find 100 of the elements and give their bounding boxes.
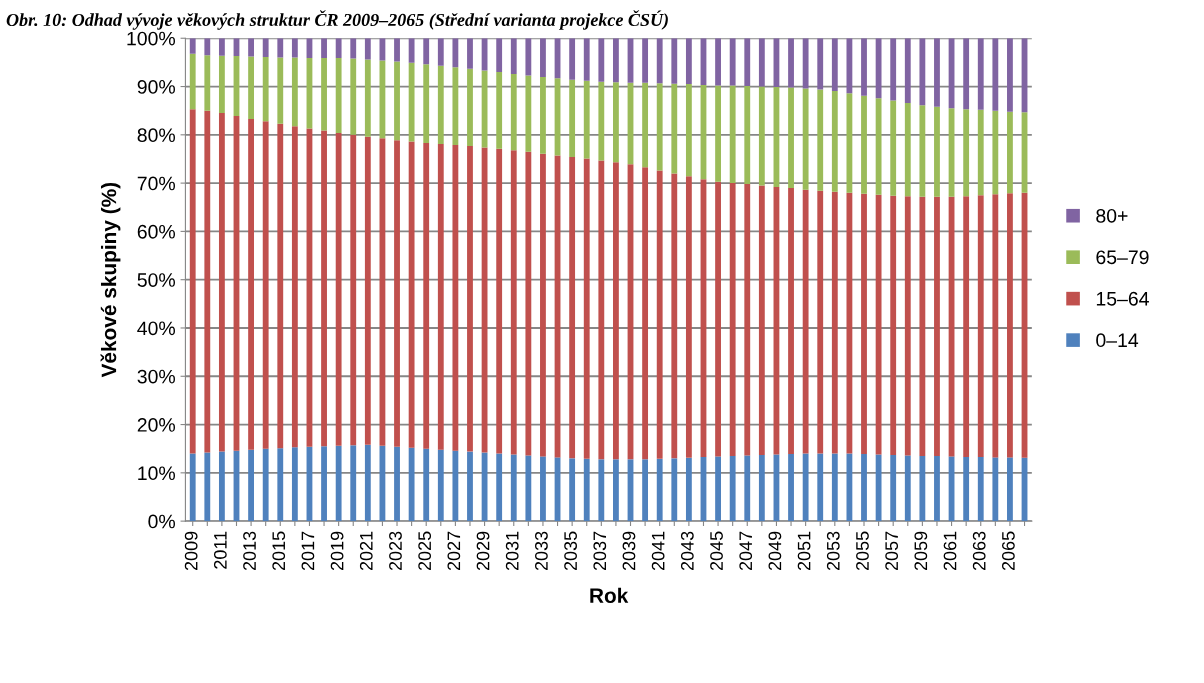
bar bbox=[394, 38, 400, 62]
x-tick-label: 2061 bbox=[943, 531, 957, 571]
x-tick-label: 2027 bbox=[447, 531, 461, 571]
x-tick-label: 2025 bbox=[418, 531, 432, 571]
x-tick-label: 2019 bbox=[330, 531, 344, 571]
bar bbox=[452, 67, 459, 145]
x-tick-label: 2063 bbox=[972, 531, 986, 571]
bar bbox=[277, 123, 284, 449]
bar bbox=[321, 58, 327, 131]
bar bbox=[204, 55, 211, 111]
bar bbox=[569, 157, 576, 459]
bar bbox=[583, 158, 590, 459]
bar bbox=[875, 194, 882, 455]
bar bbox=[350, 134, 357, 446]
bar bbox=[437, 38, 444, 66]
bar bbox=[992, 38, 999, 111]
x-tick-label: 2033 bbox=[535, 531, 548, 571]
bar bbox=[277, 57, 284, 124]
bar bbox=[364, 444, 371, 522]
bar bbox=[642, 167, 649, 460]
x-tick-label: 2049 bbox=[768, 531, 782, 571]
y-tick-label: 40% bbox=[137, 321, 175, 336]
bar bbox=[861, 95, 867, 194]
bar bbox=[321, 38, 327, 59]
bar bbox=[583, 38, 590, 81]
bar bbox=[831, 453, 838, 522]
bar bbox=[642, 38, 649, 83]
bar bbox=[510, 454, 517, 522]
bar bbox=[875, 38, 882, 99]
bar bbox=[656, 83, 663, 171]
bar bbox=[408, 141, 415, 448]
bar bbox=[569, 38, 576, 80]
bar bbox=[218, 55, 225, 114]
x-tick-label: 2059 bbox=[914, 531, 928, 571]
bar bbox=[861, 454, 867, 522]
bar bbox=[758, 454, 765, 522]
bar bbox=[977, 195, 984, 457]
bar bbox=[1007, 111, 1013, 194]
bar bbox=[598, 459, 605, 522]
bar bbox=[875, 454, 882, 522]
bar bbox=[802, 38, 809, 89]
legend-label: 80+ bbox=[1096, 208, 1128, 223]
bar bbox=[904, 38, 911, 103]
bar bbox=[204, 110, 211, 453]
y-tick-label: 30% bbox=[137, 369, 175, 384]
bar bbox=[729, 455, 736, 522]
bar bbox=[189, 109, 196, 454]
bar bbox=[758, 185, 765, 455]
bar bbox=[277, 38, 284, 58]
bar bbox=[437, 144, 444, 450]
bar bbox=[598, 38, 605, 82]
bar bbox=[598, 81, 605, 161]
x-tick-label: 2043 bbox=[680, 531, 694, 571]
bar bbox=[335, 132, 342, 446]
bar bbox=[715, 85, 721, 182]
x-tick-label: 2037 bbox=[593, 531, 607, 571]
x-tick-label: 2031 bbox=[505, 531, 519, 571]
bar bbox=[788, 38, 794, 88]
bar bbox=[335, 58, 342, 133]
bar bbox=[671, 458, 678, 522]
bar bbox=[729, 38, 736, 86]
x-tick-label: 2039 bbox=[622, 531, 636, 571]
bar bbox=[861, 193, 867, 455]
bar bbox=[875, 98, 882, 195]
bar bbox=[394, 446, 400, 522]
y-tick-label: 0% bbox=[148, 514, 175, 529]
bar bbox=[218, 38, 225, 56]
bar bbox=[262, 38, 269, 58]
bar bbox=[934, 106, 940, 197]
bar bbox=[846, 453, 853, 522]
bar bbox=[831, 191, 838, 454]
bar bbox=[408, 447, 415, 522]
bar bbox=[583, 80, 590, 159]
bar bbox=[613, 38, 619, 83]
bar bbox=[467, 451, 473, 522]
bar bbox=[467, 68, 473, 146]
bar bbox=[642, 459, 649, 522]
bar bbox=[613, 459, 619, 522]
bar bbox=[248, 449, 254, 522]
x-tick-label: 2041 bbox=[651, 531, 665, 571]
bar bbox=[291, 126, 298, 448]
x-tick-label: 2023 bbox=[389, 531, 402, 571]
y-tick-label: 50% bbox=[137, 273, 175, 287]
bar bbox=[992, 457, 999, 522]
bar bbox=[540, 38, 546, 77]
bar bbox=[525, 455, 532, 522]
bar bbox=[189, 38, 196, 54]
bar bbox=[656, 458, 663, 522]
bar bbox=[540, 456, 546, 522]
bar bbox=[437, 65, 444, 144]
bar bbox=[890, 100, 897, 196]
bar bbox=[788, 454, 794, 522]
bar bbox=[525, 151, 532, 456]
y-tick-label: 60% bbox=[137, 224, 175, 239]
bar bbox=[758, 86, 765, 186]
bar bbox=[423, 448, 430, 522]
bar bbox=[890, 38, 897, 101]
x-tick-label: 2057 bbox=[885, 531, 899, 571]
bar bbox=[510, 38, 517, 74]
bar bbox=[919, 455, 926, 522]
